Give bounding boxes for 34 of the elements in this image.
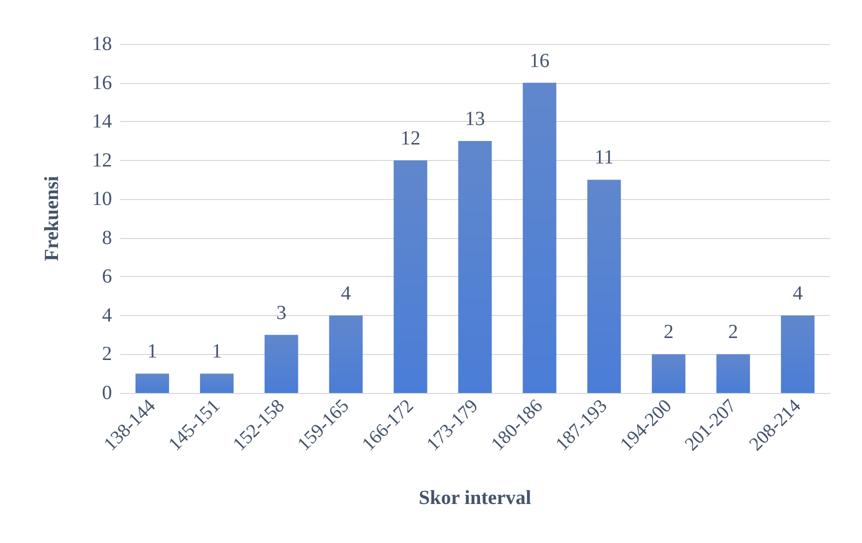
bar — [716, 354, 750, 393]
y-tick-label: 10 — [92, 188, 112, 210]
y-tick-label: 0 — [102, 382, 112, 404]
bar — [587, 180, 621, 393]
bar — [264, 334, 298, 393]
bar — [652, 354, 686, 393]
y-tick-label: 2 — [102, 343, 112, 366]
data-label: 4 — [792, 282, 803, 304]
data-label: 3 — [276, 302, 286, 324]
data-label: 1 — [147, 340, 158, 363]
bar — [780, 315, 815, 393]
bar — [522, 82, 556, 393]
data-label: 2 — [728, 321, 738, 344]
bar — [394, 160, 428, 393]
data-label: 1 — [212, 340, 222, 363]
data-label: 11 — [594, 146, 614, 169]
data-label: 16 — [530, 50, 550, 72]
data-label: 13 — [465, 108, 485, 130]
data-label: 4 — [340, 282, 351, 304]
y-tick-label: 18 — [92, 33, 112, 55]
data-label: 12 — [400, 127, 420, 150]
y-axis-title: Frekuensi — [41, 175, 63, 262]
x-axis-title: Skor interval — [418, 487, 532, 509]
bar — [135, 374, 170, 393]
y-tick-label: 8 — [102, 226, 112, 249]
y-tick-label: 14 — [92, 110, 112, 133]
y-tick-label: 6 — [102, 266, 112, 288]
y-tick-label: 12 — [92, 149, 112, 172]
data-label: 2 — [664, 321, 674, 344]
bar — [200, 374, 234, 393]
bar — [458, 140, 492, 393]
bar — [329, 315, 363, 393]
y-tick-label: 4 — [102, 304, 112, 326]
y-tick-label: 16 — [92, 72, 112, 94]
